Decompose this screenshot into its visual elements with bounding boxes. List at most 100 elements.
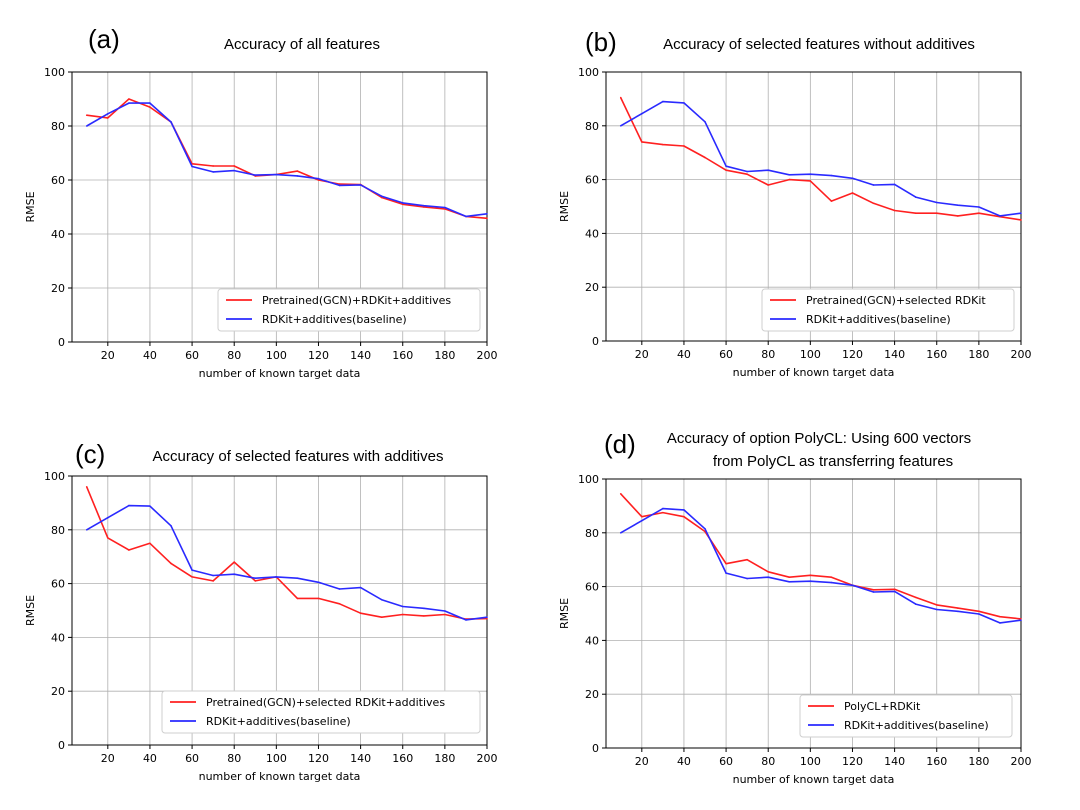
plot-frame — [605, 478, 1022, 749]
data-point-model — [380, 616, 383, 619]
data-point-baseline — [465, 215, 467, 218]
x-axis-label: number of known target data — [733, 366, 895, 379]
x-tick-label: 100 — [266, 349, 287, 362]
data-point-baseline — [444, 206, 446, 209]
data-point-model — [872, 202, 875, 205]
data-point-baseline — [296, 175, 299, 177]
data-point-baseline — [872, 591, 875, 593]
data-point-baseline — [128, 102, 130, 104]
x-tick-label: 180 — [434, 349, 455, 362]
data-point-model — [957, 215, 959, 217]
chart-panel-b: 20 40 60 80 100 120 140 160 180 200 0 20 40 60 80 100 nu… — [558, 27, 1032, 379]
data-point-model — [149, 542, 151, 545]
data-point-baseline — [914, 196, 917, 198]
data-point-baseline — [767, 169, 770, 171]
x-tick-label: 40 — [143, 349, 157, 362]
y-tick-label: 0 — [58, 739, 65, 752]
legend-label: Pretrained(GCN)+selected RDKit — [806, 294, 986, 307]
x-tick-label: 120 — [308, 752, 329, 765]
y-axis-label: RMSE — [24, 595, 37, 626]
data-point-model — [872, 589, 875, 591]
data-point-baseline — [914, 603, 917, 605]
data-point-baseline — [809, 580, 812, 583]
data-point-model — [85, 114, 88, 116]
data-point-model — [704, 156, 706, 159]
chart-title: Accuracy of selected features with addit… — [153, 448, 444, 465]
data-point-model — [978, 212, 980, 215]
data-point-model — [767, 184, 770, 186]
data-point-model — [486, 617, 488, 620]
data-point-model — [641, 515, 643, 518]
data-point-baseline — [170, 524, 172, 527]
x-tick-label: 80 — [227, 349, 241, 362]
legend-label: Pretrained(GCN)+RDKit+additives — [262, 294, 451, 307]
x-axis-label: number of known target data — [199, 367, 361, 380]
x-tick-label: 40 — [677, 348, 691, 361]
data-point-model — [662, 511, 664, 514]
data-point-model — [317, 597, 320, 600]
data-point-baseline — [317, 177, 320, 180]
series-line-baseline — [620, 507, 1022, 624]
x-tick-label: 100 — [266, 752, 287, 765]
data-point-baseline — [170, 121, 172, 123]
panel-label: (d) — [604, 429, 636, 459]
data-point-model — [107, 117, 109, 119]
data-point-model — [233, 561, 236, 563]
x-tick-label: 160 — [926, 755, 947, 768]
data-point-baseline — [788, 580, 791, 583]
data-point-model — [423, 615, 425, 617]
data-point-baseline — [641, 519, 643, 522]
x-tick-label: 60 — [185, 349, 199, 362]
data-point-model — [914, 212, 917, 215]
y-tick-label: 60 — [51, 578, 65, 591]
data-point-model — [107, 537, 109, 539]
data-point-model — [725, 562, 727, 565]
data-point-model — [296, 597, 299, 600]
plot-frame — [71, 475, 488, 746]
data-point-model — [999, 615, 1001, 618]
data-point-baseline — [296, 577, 299, 580]
data-point-baseline — [725, 165, 727, 167]
x-tick-label: 140 — [350, 349, 371, 362]
x-tick-label: 160 — [392, 349, 413, 362]
data-point-baseline — [254, 577, 257, 580]
data-point-model — [619, 492, 622, 495]
data-point-baseline — [380, 195, 383, 197]
x-tick-label: 40 — [677, 755, 691, 768]
data-point-baseline — [1020, 212, 1022, 215]
data-point-baseline — [486, 212, 488, 215]
y-tick-label: 0 — [58, 336, 65, 349]
x-axis-label: number of known target data — [733, 773, 895, 786]
data-point-model — [788, 178, 791, 181]
legend-label: RDKit+additives(baseline) — [262, 313, 407, 326]
series-line-baseline — [620, 100, 1022, 217]
data-point-model — [233, 165, 236, 167]
data-point-baseline — [191, 569, 193, 571]
x-tick-label: 140 — [350, 752, 371, 765]
data-point-baseline — [254, 174, 257, 176]
y-axis-label: RMSE — [558, 191, 571, 222]
legend: Pretrained(GCN)+selected RDKit+additives… — [161, 690, 481, 734]
data-point-baseline — [85, 125, 88, 127]
x-axis-label: number of known target data — [199, 770, 361, 783]
x-tick-label: 120 — [842, 348, 863, 361]
data-point-baseline — [338, 184, 341, 187]
data-point-baseline — [830, 581, 833, 584]
panel-label: (a) — [88, 24, 120, 54]
data-point-baseline — [149, 505, 151, 507]
data-point-model — [128, 98, 130, 100]
chart-title: Accuracy of option PolyCL: Using 600 vec… — [667, 430, 971, 447]
data-point-baseline — [746, 170, 748, 173]
x-tick-label: 60 — [719, 348, 733, 361]
data-point-baseline — [85, 529, 88, 531]
y-tick-label: 40 — [585, 634, 599, 647]
data-point-baseline — [619, 125, 622, 127]
data-point-model — [662, 143, 664, 146]
data-point-baseline — [212, 574, 214, 577]
data-point-baseline — [935, 201, 938, 204]
legend-box — [161, 690, 481, 734]
data-point-model — [935, 212, 938, 215]
data-point-model — [788, 576, 791, 578]
legend: Pretrained(GCN)+selected RDKit RDKit+addi… — [761, 288, 1015, 332]
data-point-baseline — [191, 165, 193, 168]
